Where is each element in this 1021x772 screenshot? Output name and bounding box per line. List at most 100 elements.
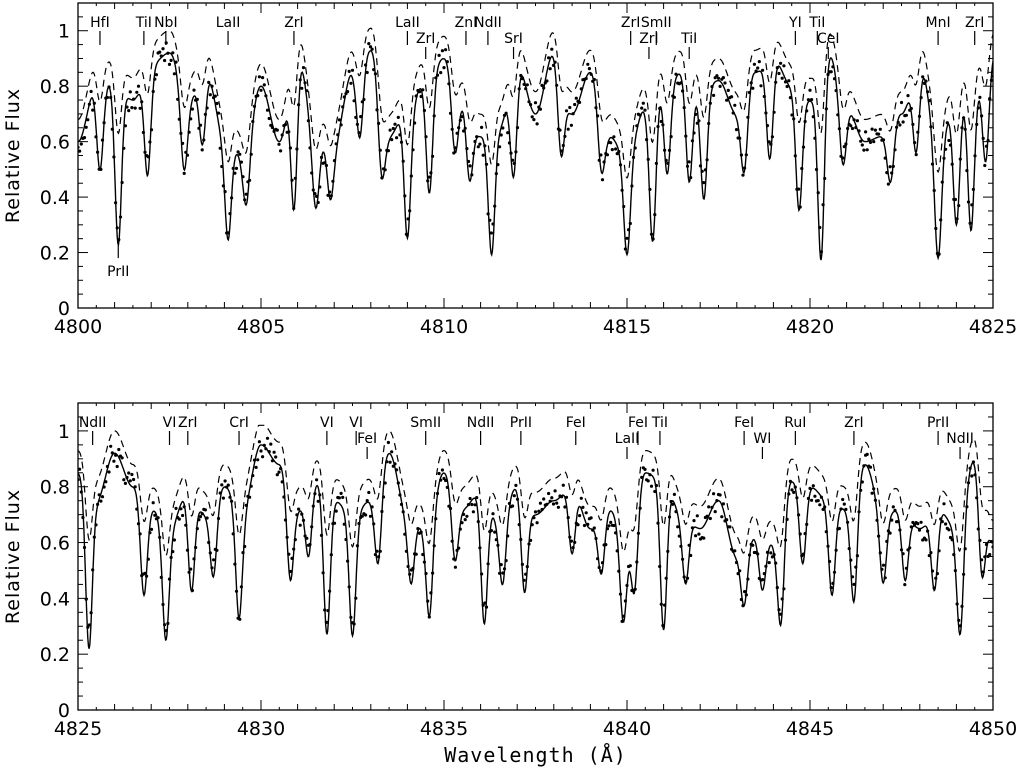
line-id-marker: LaII [216, 15, 241, 45]
y-axis-label: Relative Flux [2, 489, 24, 624]
observed-point [826, 544, 830, 548]
observed-point [654, 161, 659, 165]
observed-point [502, 567, 507, 571]
observed-point [880, 567, 884, 571]
observed-point [321, 571, 325, 575]
observed-point [909, 525, 913, 529]
observed-point [785, 84, 789, 89]
line-id-label: TiI [135, 15, 152, 31]
observed-point [311, 504, 315, 508]
line-id-label: LaII [395, 15, 420, 31]
observed-point [107, 85, 111, 89]
observed-point [259, 88, 263, 92]
observed-point [837, 127, 842, 131]
observed-point [166, 51, 170, 55]
observed-point [596, 114, 600, 118]
observed-point [310, 525, 314, 529]
line-id-marker: YI [788, 15, 802, 45]
observed-point [429, 591, 433, 595]
observed-point [697, 532, 701, 536]
line-id-marker: HfI [90, 15, 110, 45]
observed-point [705, 514, 709, 518]
observed-point [172, 538, 176, 542]
observed-point [347, 69, 351, 73]
observed-point [207, 540, 211, 545]
line-id-marker: NbI [154, 15, 178, 45]
observed-point [741, 173, 745, 177]
observed-point [264, 447, 268, 451]
line-id-marker: ZrI [621, 15, 640, 45]
observed-point [849, 558, 853, 562]
observed-point [617, 149, 621, 154]
observed-point [221, 184, 225, 188]
observed-point [84, 125, 88, 129]
line-id-marker: TiI [135, 15, 152, 45]
observed-point [463, 518, 467, 522]
observed-point [913, 141, 917, 145]
observed-point [154, 73, 158, 77]
observed-point [447, 82, 451, 86]
line-id-label: VI [349, 415, 363, 431]
observed-point [831, 65, 835, 69]
observed-point [957, 204, 961, 208]
observed-point [385, 460, 389, 464]
observed-point [551, 502, 556, 506]
observed-point [520, 562, 525, 567]
observed-point [406, 217, 410, 221]
observed-point [643, 108, 647, 112]
observed-point [787, 492, 791, 496]
observed-point [434, 517, 438, 521]
observed-point [818, 225, 822, 230]
observed-point [971, 187, 976, 191]
observed-point [91, 108, 95, 112]
observed-point [332, 521, 337, 525]
observed-point [184, 523, 188, 527]
line-id-label: LaII [216, 15, 241, 31]
observed-point [169, 58, 173, 63]
observed-point [172, 72, 176, 76]
observed-point [252, 458, 257, 462]
observed-point [450, 127, 454, 131]
observed-point [540, 83, 544, 87]
observed-point [596, 557, 600, 561]
observed-point [960, 604, 964, 609]
observed-point [586, 62, 590, 66]
observed-point [239, 160, 243, 164]
observed-point [372, 522, 376, 526]
observed-point [888, 531, 892, 535]
observed-point [926, 90, 930, 94]
observed-point [800, 166, 804, 171]
observed-point [939, 517, 943, 521]
plot-area [78, 27, 993, 261]
observed-point [105, 95, 109, 100]
observed-point [757, 60, 761, 64]
observed-point [891, 164, 895, 168]
observed-point [663, 603, 667, 607]
observed-point [955, 602, 959, 606]
observed-point [746, 577, 750, 581]
observed-point [189, 567, 193, 571]
observed-point [223, 479, 227, 483]
observed-point [734, 128, 739, 132]
y-tick-label: 0.4 [40, 588, 70, 610]
observed-point [132, 477, 136, 482]
observed-point [746, 115, 750, 119]
observed-point [311, 188, 315, 192]
observed-point [661, 623, 665, 628]
observed-point [801, 552, 806, 556]
observed-point [179, 507, 183, 511]
observed-point [383, 168, 387, 172]
observed-point [712, 93, 716, 97]
observed-point [248, 178, 252, 182]
observed-point [803, 532, 807, 536]
observed-point [210, 84, 214, 88]
observed-point [589, 516, 593, 520]
observed-point [888, 165, 892, 169]
observed-point [213, 94, 217, 98]
observed-point [460, 521, 464, 525]
observed-point [102, 485, 106, 489]
observed-point [135, 507, 139, 511]
observed-point [403, 194, 407, 198]
observed-point [301, 518, 306, 523]
observed-point [421, 88, 425, 92]
